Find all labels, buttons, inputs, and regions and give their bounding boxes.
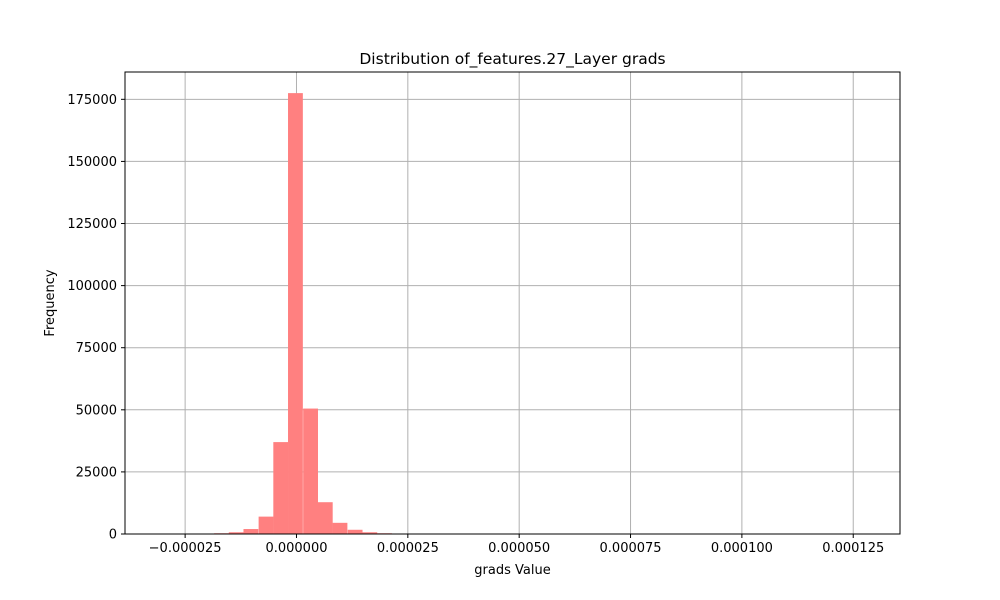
histogram-bar <box>317 502 333 534</box>
y-tick-label: 50000 <box>76 403 117 418</box>
histogram-bar <box>303 408 318 534</box>
x-tick-label: 0.000125 <box>822 541 884 556</box>
grid-lines <box>125 72 900 535</box>
y-tick-label: 0 <box>109 528 117 543</box>
y-tick-label: 25000 <box>76 465 117 480</box>
x-tick-label: 0.000075 <box>600 541 662 556</box>
histogram-bar <box>347 529 363 534</box>
axes-frame <box>124 71 901 535</box>
histogram-bar <box>258 516 274 534</box>
y-tick-label: 150000 <box>67 155 117 170</box>
histogram-bar <box>273 442 289 534</box>
chart-title: Distribution of_features.27_Layer grads <box>359 50 665 69</box>
y-tick-label: 75000 <box>76 341 117 356</box>
histogram-bar <box>362 532 378 534</box>
y-axis-label: Frequency <box>43 269 58 336</box>
y-tick-label: 100000 <box>67 279 117 294</box>
histogram-bar <box>288 93 303 534</box>
x-tick-label: 0.000025 <box>377 541 439 556</box>
histogram-bars <box>214 93 408 534</box>
histogram-bar <box>228 532 244 534</box>
x-axis-label: grads Value <box>474 563 550 578</box>
axis-ticks: −0.000025 0.000000 0.000025 0.000050 0.00007… <box>67 93 884 556</box>
x-tick-label: 0.000100 <box>711 541 773 556</box>
x-tick-label: 0.000000 <box>265 541 327 556</box>
x-tick-label: 0.000050 <box>488 541 550 556</box>
x-tick-label: −0.000025 <box>149 541 222 556</box>
histogram-bar <box>243 529 259 534</box>
y-tick-label: 175000 <box>67 93 117 108</box>
y-tick-label: 125000 <box>67 217 117 232</box>
histogram-bar <box>332 522 348 534</box>
